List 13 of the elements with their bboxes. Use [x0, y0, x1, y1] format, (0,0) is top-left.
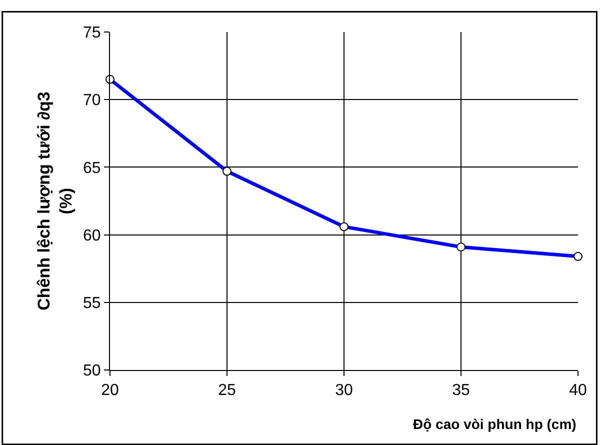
y-tick-label: 65: [83, 160, 101, 177]
y-tick-label: 60: [83, 227, 101, 244]
y-axis-title: Chênh lệch lượng tưới ∂q3 (%): [34, 92, 76, 310]
y-tick-label: 55: [83, 295, 101, 312]
y-tick-label: 50: [83, 362, 101, 380]
x-tick-label: 40: [569, 382, 587, 400]
x-tick-label: 35: [452, 382, 470, 400]
y-tick-label: 75: [83, 24, 101, 42]
x-axis-title: Độ cao vòi phun hp (cm): [413, 416, 576, 432]
y-tick-label: 70: [83, 92, 101, 110]
x-tick-label: 20: [101, 382, 119, 400]
x-tick-label: 25: [218, 382, 236, 400]
x-tick-label: 30: [335, 382, 353, 400]
